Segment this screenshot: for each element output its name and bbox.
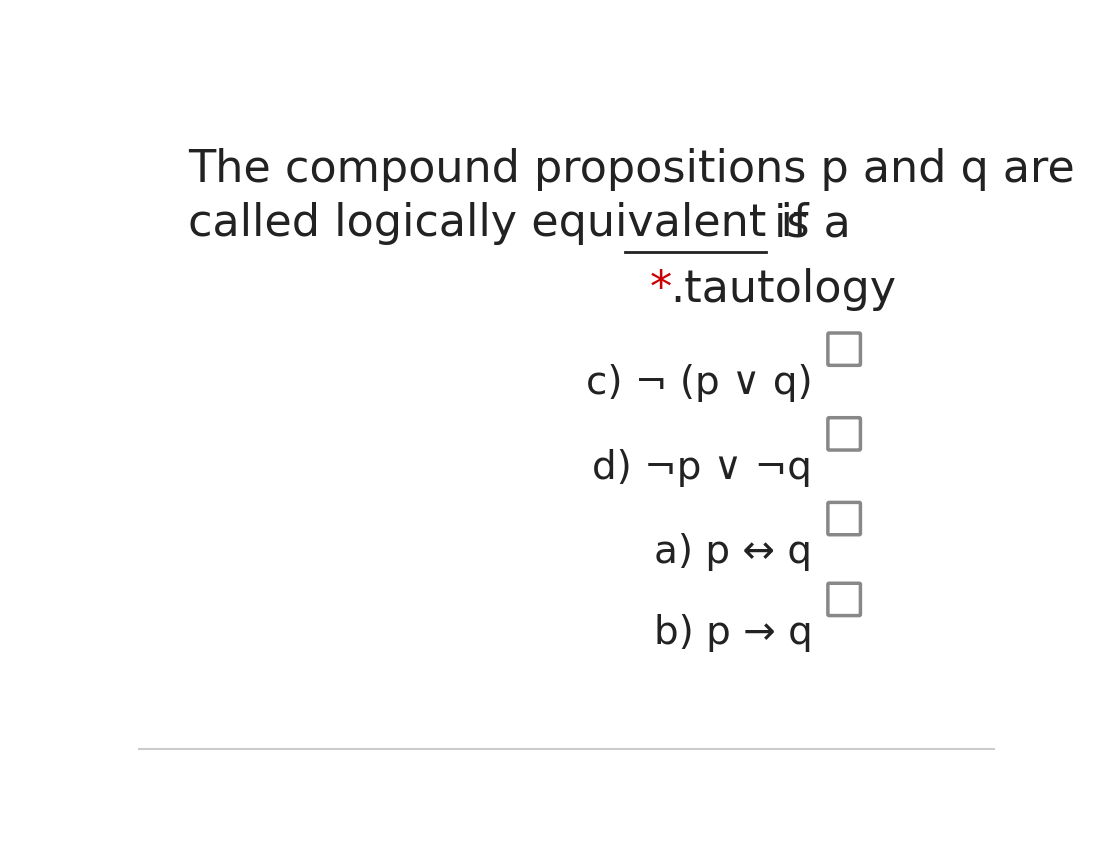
FancyBboxPatch shape xyxy=(828,333,861,366)
FancyBboxPatch shape xyxy=(828,583,861,615)
Text: d) ¬p ∨ ¬q: d) ¬p ∨ ¬q xyxy=(592,449,812,486)
Text: b) p → q: b) p → q xyxy=(654,614,812,652)
Text: called logically equivalent if: called logically equivalent if xyxy=(189,202,809,245)
Text: a) p ↔ q: a) p ↔ q xyxy=(654,533,812,571)
Text: *: * xyxy=(650,268,686,310)
Text: c) ¬ (p ∨ q): c) ¬ (p ∨ q) xyxy=(586,364,812,402)
Text: is a: is a xyxy=(774,202,851,245)
FancyBboxPatch shape xyxy=(828,417,861,450)
Text: .tautology: .tautology xyxy=(670,268,896,310)
FancyBboxPatch shape xyxy=(828,502,861,535)
Text: The compound propositions p and q are: The compound propositions p and q are xyxy=(189,148,1075,191)
